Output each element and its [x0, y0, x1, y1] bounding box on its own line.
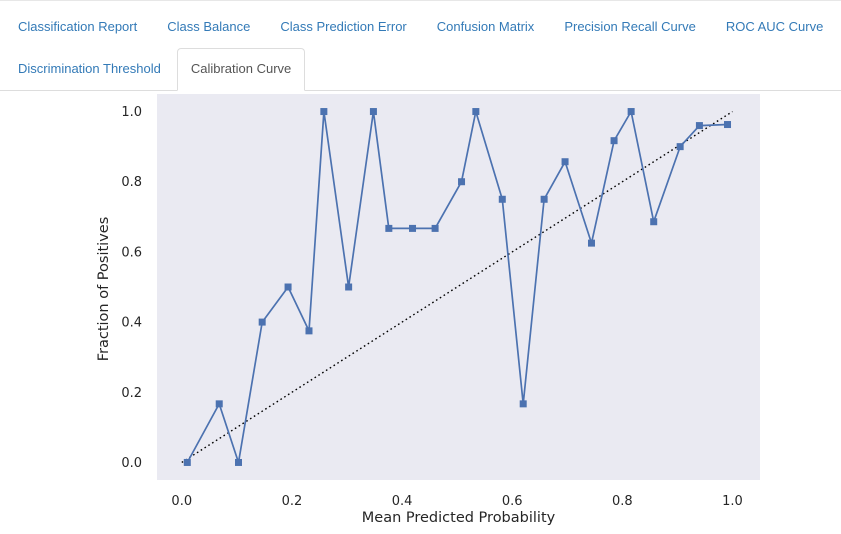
- calibration-point: [472, 108, 480, 116]
- tab-row: Classification Report Class Balance Class …: [4, 6, 841, 48]
- calibration-point: [409, 224, 417, 232]
- calibration-point: [235, 458, 243, 466]
- y-tick-label: 0.0: [121, 456, 142, 471]
- y-tick-label: 1.0: [121, 105, 142, 120]
- tab-bar: Classification Report Class Balance Class …: [0, 1, 841, 91]
- calibration-point: [561, 158, 569, 166]
- y-tick-label: 0.8: [121, 175, 142, 190]
- calibration-point: [320, 108, 328, 116]
- calibration-point: [676, 143, 684, 151]
- calibration-point: [695, 122, 703, 130]
- tab-confusion-matrix[interactable]: Confusion Matrix: [436, 19, 535, 34]
- x-tick-label: 0.0: [171, 494, 192, 509]
- calibration-point: [610, 137, 618, 145]
- y-tick-label: 0.6: [121, 245, 142, 260]
- x-axis-title: Mean Predicted Probability: [362, 510, 556, 526]
- calibration-point: [305, 327, 313, 335]
- reference-diagonal-line: [181, 110, 733, 464]
- calibration-point: [587, 239, 595, 247]
- y-tick-label: 0.2: [121, 386, 142, 401]
- calibration-point: [724, 121, 732, 129]
- calibration-point: [215, 400, 223, 408]
- calibration-point: [385, 224, 393, 232]
- tab-classification-report[interactable]: Classification Report: [18, 19, 138, 34]
- calibration-point: [540, 195, 548, 203]
- tab-class-balance[interactable]: Class Balance: [167, 19, 251, 34]
- calibration-point: [258, 318, 266, 326]
- calibration-point: [627, 108, 635, 116]
- x-tick-label: 0.4: [392, 494, 413, 509]
- calibration-point: [519, 400, 527, 408]
- calibration-point: [650, 218, 658, 226]
- x-tick-label: 1.0: [722, 494, 743, 509]
- tab-row: Discrimination Threshold Calibration Curv…: [4, 48, 841, 91]
- x-tick-label: 0.2: [282, 494, 303, 509]
- calibration-point: [458, 178, 466, 186]
- tab-roc-auc-curve[interactable]: ROC AUC Curve: [725, 19, 824, 34]
- calibration-point: [369, 108, 377, 116]
- tab-calibration-curve[interactable]: Calibration Curve: [176, 48, 306, 91]
- calibration-point: [431, 224, 439, 232]
- x-tick-label: 0.8: [612, 494, 633, 509]
- tab-precision-recall-curve[interactable]: Precision Recall Curve: [564, 19, 696, 34]
- y-axis-title: Fraction of Positives: [96, 217, 112, 362]
- x-tick-label: 0.6: [502, 494, 523, 509]
- calibration-point: [345, 283, 353, 291]
- calibration-point: [498, 195, 506, 203]
- calibration-point: [284, 283, 292, 291]
- y-tick-label: 0.4: [121, 316, 142, 331]
- calibration-point: [183, 458, 191, 466]
- tab-discrimination-threshold[interactable]: Discrimination Threshold: [18, 61, 161, 76]
- plot-area: [157, 94, 760, 480]
- tab-class-prediction-error[interactable]: Class Prediction Error: [280, 19, 407, 34]
